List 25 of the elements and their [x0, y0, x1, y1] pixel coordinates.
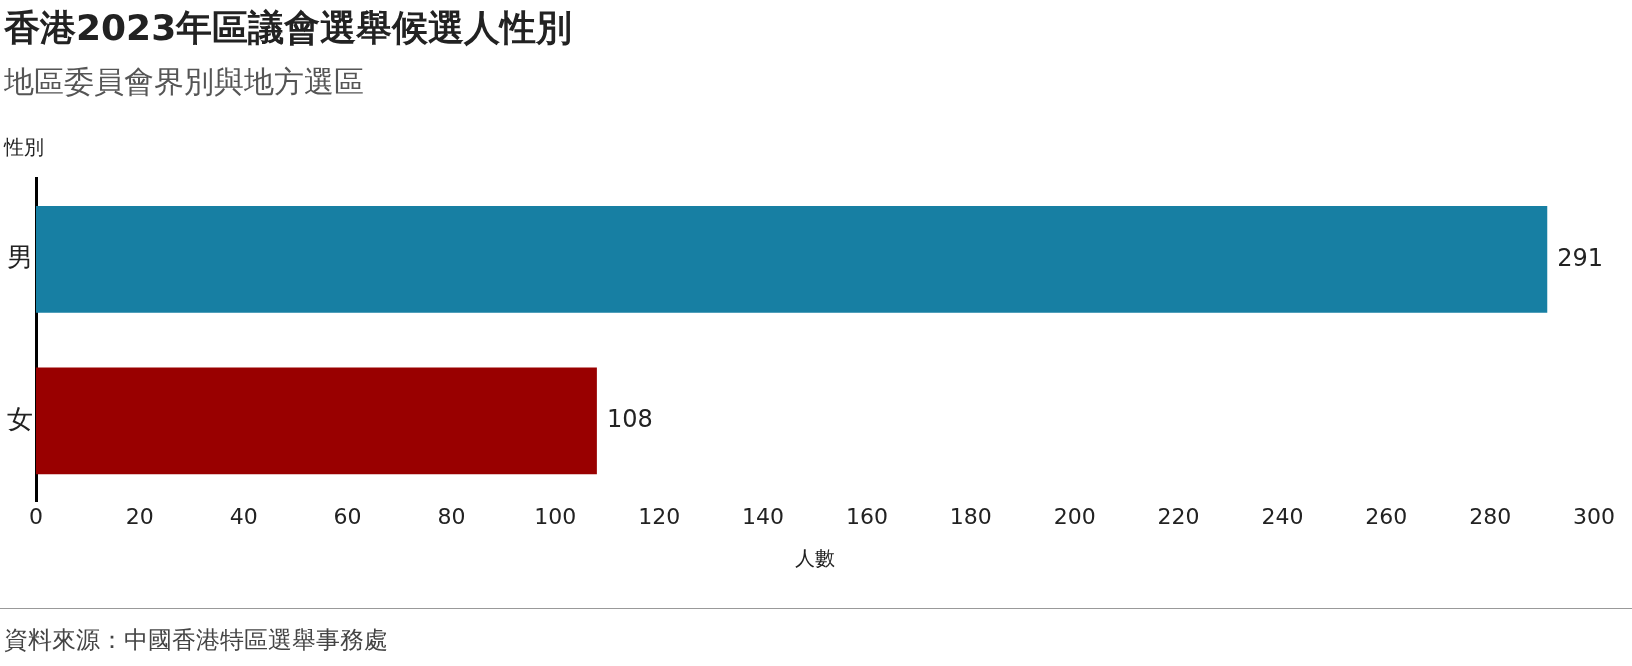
- x-tick-label: 180: [949, 503, 992, 529]
- chart-subtitle: 地區委員會界別與地方選區: [4, 63, 364, 101]
- x-tick-label: 300: [1573, 503, 1615, 529]
- x-tick-label: 140: [742, 503, 785, 529]
- x-tick-label: 220: [1157, 503, 1200, 529]
- x-tick-label: 40: [229, 503, 258, 529]
- y-tick-label: 女: [7, 403, 33, 434]
- chart-title: 香港2023年區議會選舉候選人性別: [4, 6, 573, 50]
- x-tick-label: 100: [534, 503, 577, 529]
- x-tick-label: 280: [1469, 503, 1512, 529]
- data-label: 108: [606, 405, 653, 434]
- x-tick-label: 0: [29, 503, 43, 529]
- x-tick-label: 80: [437, 503, 466, 529]
- x-tick-label: 200: [1053, 503, 1096, 529]
- data-label: 291: [1557, 243, 1604, 272]
- x-tick-label: 260: [1365, 503, 1408, 529]
- y-axis-title: 性別: [4, 134, 44, 161]
- source-note: 資料來源：中國香港特區選舉事務處: [4, 625, 388, 656]
- x-axis-title: 人數: [795, 546, 835, 571]
- y-tick-label: 男: [7, 242, 33, 273]
- x-tick-label: 120: [638, 503, 681, 529]
- x-tick-label: 20: [125, 503, 154, 529]
- x-tick-label: 240: [1261, 503, 1304, 529]
- x-tick-label: 60: [333, 503, 362, 529]
- x-tick-label: 160: [845, 503, 888, 529]
